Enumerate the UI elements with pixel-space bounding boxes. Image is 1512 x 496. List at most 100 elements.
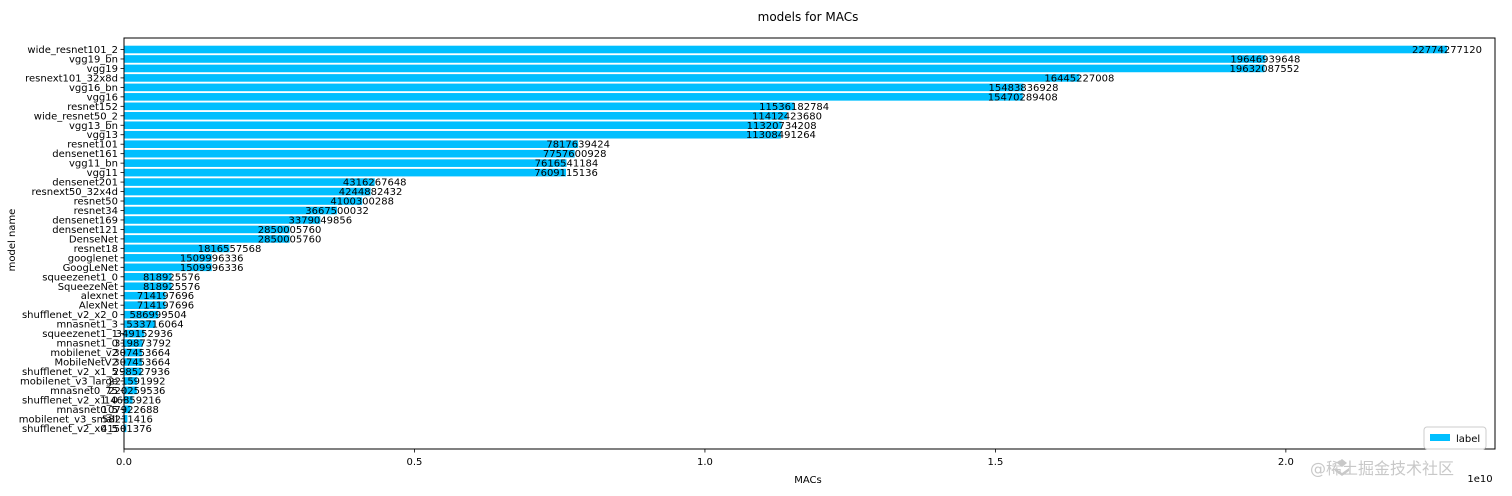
y-tick-label: wide_resnet101_2 — [27, 45, 118, 56]
bar — [124, 74, 1080, 82]
bar — [124, 358, 142, 366]
y-tick-label: SqueezeNet — [58, 282, 118, 293]
data-label: 307453664 — [113, 358, 170, 369]
y-tick-label: resnet50 — [74, 197, 118, 208]
bar — [124, 225, 290, 234]
bar — [124, 329, 145, 338]
y-tick-label: vgg19 — [87, 64, 118, 75]
x-tick-label: 1.0 — [697, 457, 713, 468]
bar — [124, 187, 371, 196]
y-tick-label: densenet121 — [52, 225, 118, 236]
data-label: 1509996336 — [180, 253, 244, 264]
y-tick-label: squeezenet1_1 — [42, 329, 118, 340]
y-tick-label: vgg11_bn — [69, 159, 118, 170]
bar — [124, 168, 567, 177]
bar — [124, 83, 1024, 92]
bar — [124, 377, 137, 385]
data-label: 19646939648 — [1230, 54, 1300, 65]
legend-swatch — [1430, 434, 1450, 441]
y-tick-label: mobilenet_v3_large — [20, 376, 118, 387]
bar — [124, 111, 787, 120]
data-label: 307453664 — [113, 348, 170, 359]
data-label: 298527936 — [113, 367, 170, 378]
bar — [124, 282, 172, 291]
y-tick-label: resnext50_32x4d — [32, 187, 118, 198]
y-tick-label: squeezenet1_0 — [42, 272, 118, 283]
data-label: 4100300288 — [330, 197, 394, 208]
y-tick-label: densenet201 — [52, 178, 118, 189]
y-tick-label: mobilenet_v3_small — [19, 414, 118, 425]
data-label: 714197696 — [137, 301, 194, 312]
bar — [124, 149, 575, 158]
y-tick-label: vgg16_bn — [69, 83, 118, 94]
y-tick-label: MobileNetV2 — [54, 358, 118, 369]
data-label: 11308491264 — [746, 130, 816, 141]
data-label: 220259536 — [108, 386, 165, 397]
data-label: 319873792 — [114, 339, 171, 350]
data-label: 2850005760 — [258, 234, 322, 245]
data-label: 4244882432 — [339, 187, 403, 198]
x-axis-title: MACs — [794, 475, 822, 486]
bar — [124, 310, 159, 319]
bar — [124, 178, 375, 186]
y-tick-label: vgg11 — [87, 168, 118, 179]
y-tick-label: wide_resnet50_2 — [34, 111, 118, 122]
y-tick-label: mnasnet0_75 — [50, 386, 118, 397]
bar — [124, 244, 230, 253]
bar — [124, 263, 212, 272]
x-tick-label: 1.5 — [987, 457, 1003, 468]
data-label: 7609115136 — [534, 168, 598, 179]
bar — [124, 45, 1448, 54]
y-tick-label: DenseNet — [69, 234, 118, 245]
data-label: 714197696 — [137, 291, 194, 302]
data-label: 7817639424 — [546, 140, 610, 151]
x-tick-label: 0.5 — [407, 457, 423, 468]
data-label: 818925576 — [143, 272, 200, 283]
data-label: 2850005760 — [258, 225, 322, 236]
y-tick-label: densenet161 — [52, 149, 118, 160]
legend: label — [1423, 426, 1487, 450]
data-label: 1816557568 — [198, 244, 262, 255]
y-tick-label: mobilenet_v2 — [50, 348, 118, 359]
bar — [124, 254, 212, 262]
data-label: 3667500032 — [305, 206, 369, 217]
bar — [124, 93, 1023, 101]
y-tick-label: shufflenet_v2_x2_0 — [22, 310, 118, 321]
bar — [124, 367, 142, 376]
y-tick-label: shufflenet_v2_x1_0 — [22, 395, 118, 406]
data-label: 11412423680 — [752, 111, 822, 122]
bar — [124, 102, 795, 111]
y-tick-label: AlexNet — [79, 301, 118, 312]
data-label: 586999504 — [129, 310, 186, 321]
bar — [124, 121, 782, 130]
bar — [124, 140, 579, 148]
data-label: 19632087552 — [1229, 64, 1299, 75]
y-tick-label: resnet18 — [74, 244, 118, 255]
bar — [124, 291, 166, 300]
x-axis-offset-text: 1e10 — [1467, 474, 1492, 485]
bar — [124, 216, 321, 224]
x-axis-ticks: 0.0 0.5 1.0 1.5 2.0 — [116, 449, 1294, 468]
data-label: 7616541184 — [535, 159, 599, 170]
plot-frame — [123, 37, 1496, 450]
bar — [124, 55, 1266, 63]
y-tick-label: vgg19_bn — [69, 54, 118, 65]
bar — [124, 339, 143, 347]
bar — [124, 301, 166, 309]
bar — [124, 405, 131, 414]
bar — [124, 320, 156, 328]
y-tick-label: mnasnet0_5 — [56, 405, 118, 416]
x-tick-label: 0.0 — [116, 457, 132, 468]
y-axis-ticks: wide_resnet101_2vgg19_bnvgg19resnext101_… — [19, 45, 124, 435]
data-label: 15470289408 — [988, 92, 1058, 103]
watermark: @稀土掘金技术社区 — [1310, 459, 1454, 478]
data-label: 349152936 — [116, 329, 173, 340]
data-label: 146859216 — [104, 395, 161, 406]
axes-layer — [123, 37, 1496, 450]
bar — [124, 235, 290, 243]
y-tick-label: shufflenet_v2_x1_5 — [22, 367, 118, 378]
bar — [124, 348, 142, 357]
data-label: 16445227008 — [1044, 73, 1114, 84]
y-tick-label: GoogLeNet — [63, 263, 119, 274]
